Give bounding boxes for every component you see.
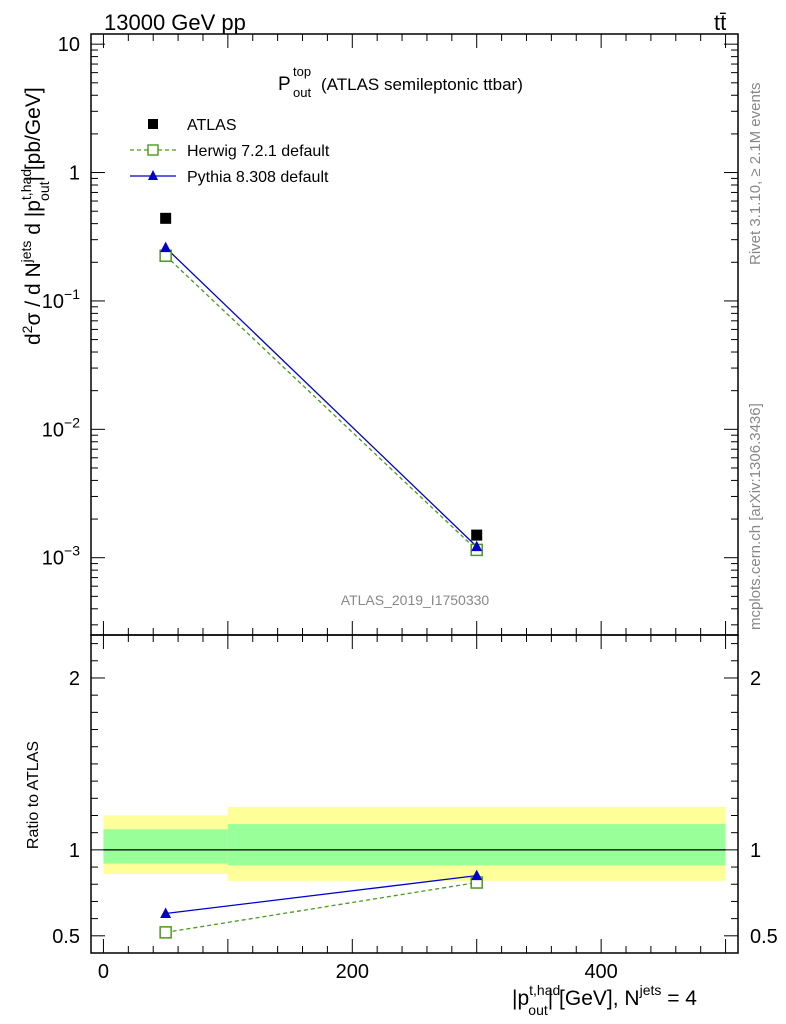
atlas-point (471, 529, 483, 541)
herwig-line (165, 255, 478, 551)
energy-label: 13000 GeV pp (104, 10, 246, 35)
main-panel: 10 1 10−1 10−2 10−3 P top out (ATLAS semilep… (18, 33, 739, 636)
ratio-y-tick-label-right: 1 (750, 840, 761, 862)
legend-herwig-marker (147, 144, 159, 156)
title-sup: top (293, 64, 311, 79)
main-x-ticks (102, 34, 727, 635)
atlas-point (160, 212, 172, 224)
ratio-y-tick-label-right: 0.5 (750, 926, 778, 948)
ratio-y-label: Ratio to ATLAS (25, 741, 42, 849)
ratio-y-tick-label: 1 (69, 840, 80, 862)
legend-atlas-marker (148, 119, 158, 129)
legend-entry-pythia: Pythia 8.308 default (130, 169, 329, 186)
main-y-ticks: 10 1 10−1 10−2 10−3 (42, 34, 738, 626)
legend-entry-herwig: Herwig 7.2.1 default (130, 143, 330, 160)
legend-herwig-label: Herwig 7.2.1 default (187, 143, 330, 160)
legend-entry-atlas: ATLAS (148, 117, 237, 134)
ratio-pythia-point (160, 907, 172, 918)
title-suffix: (ATLAS semileptonic ttbar) (321, 75, 523, 94)
analysis-watermark: ATLAS_2019_I1750330 (341, 592, 490, 608)
ratio-y-tick-label: 0.5 (52, 926, 80, 948)
ratio-panel: 0.5 0.5 1 1 2 2 0 200 400 Ratio to ATLAS |pt,ha… (25, 634, 778, 1018)
ratio-frame (90, 634, 739, 954)
ratio-band-inner (227, 824, 726, 866)
main-y-tick-label: 10−1 (42, 286, 80, 313)
process-label: tt̄ (714, 10, 726, 35)
main-y-tick-label: 10 (58, 34, 80, 56)
x-tick-label: 0 (98, 961, 109, 983)
ratio-band-inner (103, 829, 228, 864)
ratio-pythia-point (471, 869, 483, 881)
main-series (159, 212, 483, 557)
pythia-point (471, 540, 483, 552)
main-y-tick-label: 10−2 (42, 414, 80, 441)
main-y-label: d2σ / d Njets d |pt,had out| [pb/GeV] (18, 87, 52, 345)
pythia-point (160, 241, 172, 253)
ratio-bands (103, 806, 726, 881)
mcplots-label: mcplots.cern.ch [arXiv:1306.3436] (747, 403, 764, 630)
rivet-label: Rivet 3.1.10, ≥ 2.1M events (747, 83, 764, 266)
ratio-y-ticks: 0.5 0.5 1 1 2 2 (52, 643, 778, 954)
title-sub: out (293, 85, 311, 100)
ratio-series (159, 869, 483, 939)
legend: ATLAS Herwig 7.2.1 default Pythia 8.308 … (130, 117, 330, 186)
main-y-tick-label: 10−3 (42, 543, 80, 570)
x-axis-label: |pt,had out| [GeV], Njets = 4 (512, 982, 697, 1018)
x-tick-label: 400 (584, 961, 617, 983)
legend-atlas-label: ATLAS (187, 117, 237, 134)
x-tick-label: 200 (336, 961, 369, 983)
legend-pythia-label: Pythia 8.308 default (187, 169, 329, 186)
ratio-pythia-line (165, 875, 477, 915)
main-y-tick-label: 1 (69, 163, 80, 185)
title-main: P (278, 74, 291, 95)
legend-pythia-marker (148, 170, 158, 180)
ratio-herwig-line (165, 881, 477, 934)
plot-title: P top out (ATLAS semileptonic ttbar) (278, 64, 523, 100)
pythia-line (165, 247, 478, 548)
ratio-y-tick-label: 2 (69, 668, 80, 690)
ratio-x-ticks: 0 200 400 (98, 635, 727, 983)
ratio-herwig-point (159, 926, 172, 939)
ratio-y-tick-label-right: 2 (750, 668, 761, 690)
